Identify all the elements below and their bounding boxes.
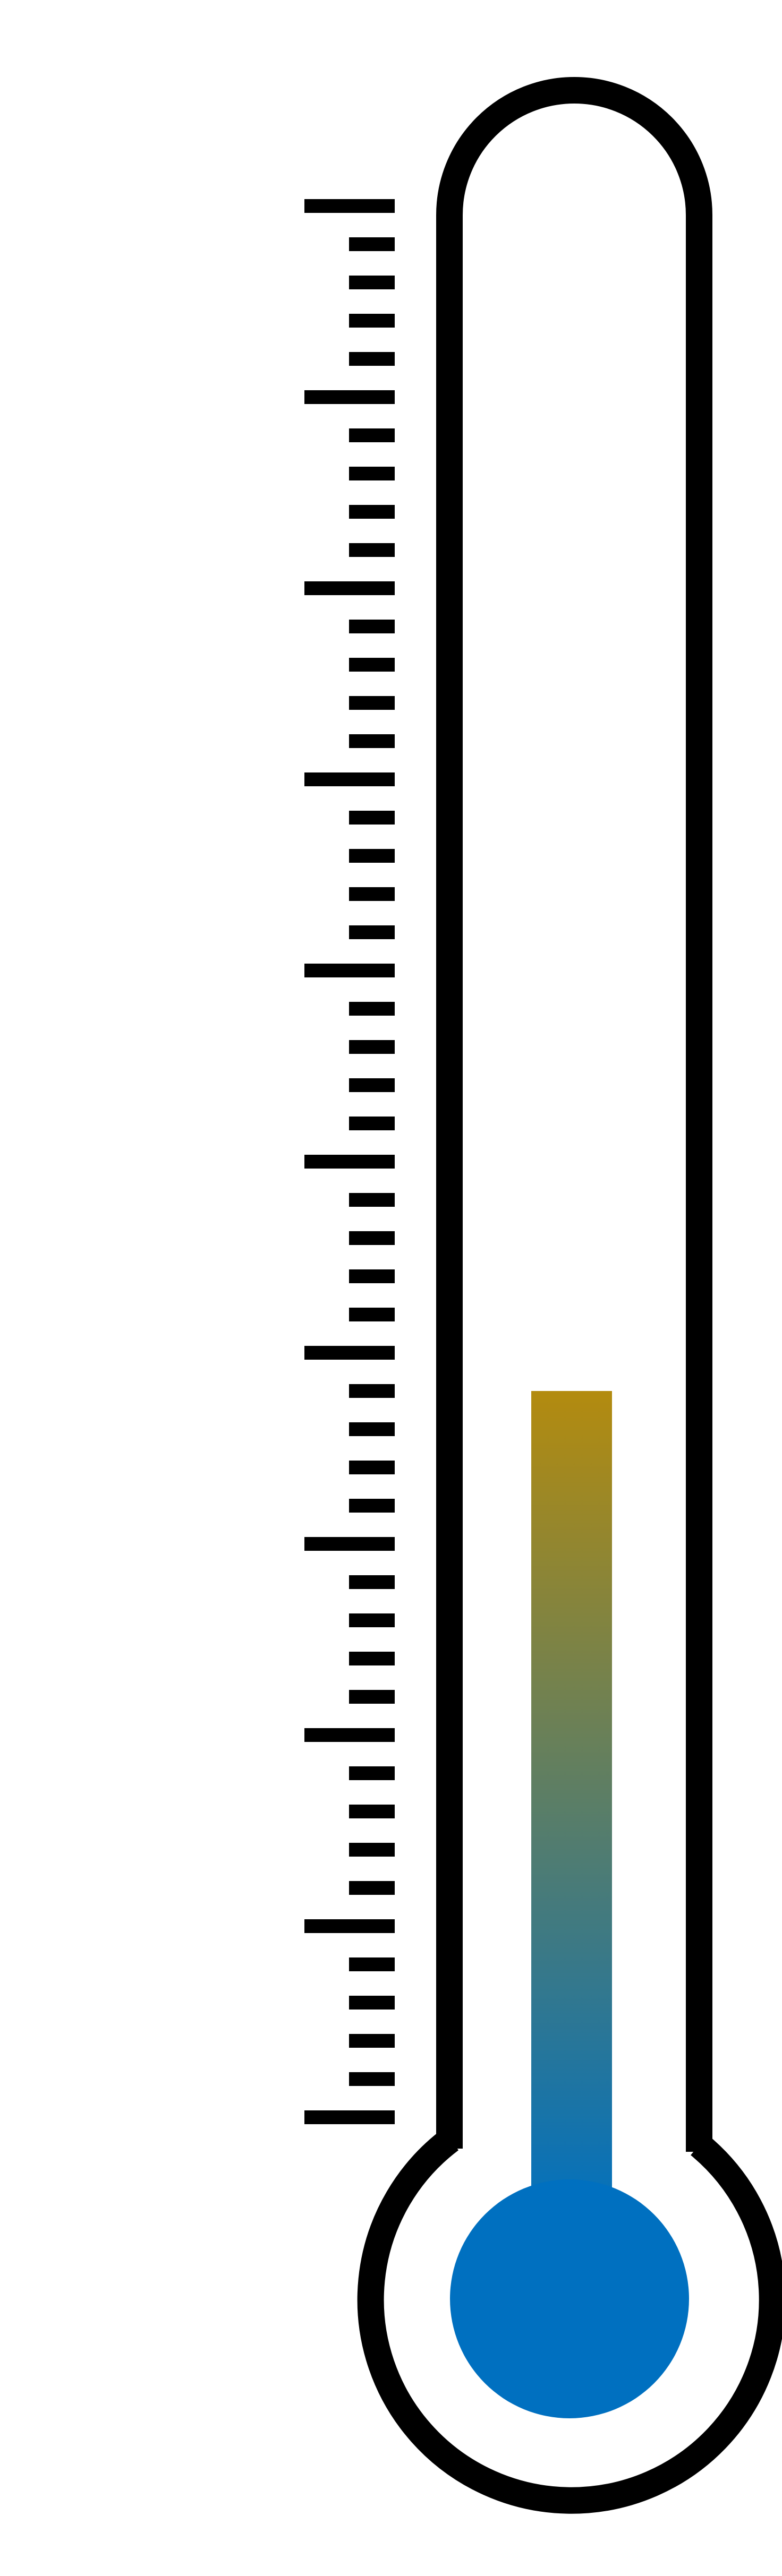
mercury-column xyxy=(531,1391,612,2225)
minor-tick xyxy=(349,849,395,863)
minor-tick xyxy=(349,467,395,480)
major-tick xyxy=(304,1155,395,1169)
minor-tick xyxy=(349,887,395,901)
major-tick xyxy=(304,1919,395,1933)
minor-tick xyxy=(349,2072,395,2086)
major-tick xyxy=(304,199,395,213)
minor-tick xyxy=(349,1957,395,1971)
mercury-bulb xyxy=(450,2179,689,2418)
tube-joint-left xyxy=(436,2116,463,2149)
minor-tick xyxy=(349,696,395,710)
minor-tick xyxy=(349,276,395,289)
minor-tick xyxy=(349,352,395,366)
minor-tick xyxy=(349,1078,395,1092)
major-tick xyxy=(304,2110,395,2124)
minor-tick xyxy=(349,543,395,557)
minor-tick xyxy=(349,428,395,442)
major-tick xyxy=(304,1728,395,1742)
major-tick xyxy=(304,1537,395,1551)
major-tick xyxy=(304,1346,395,1360)
minor-tick xyxy=(349,1269,395,1283)
minor-tick xyxy=(349,658,395,672)
minor-tick xyxy=(349,1231,395,1245)
minor-tick xyxy=(349,1193,395,1207)
minor-tick xyxy=(349,1652,395,1665)
minor-tick xyxy=(349,1996,395,2010)
major-tick xyxy=(304,581,395,595)
minor-tick xyxy=(349,734,395,748)
minor-tick xyxy=(349,1461,395,1474)
tube-outline xyxy=(436,77,712,2129)
major-tick xyxy=(304,390,395,404)
minor-tick xyxy=(349,1422,395,1436)
minor-tick xyxy=(349,314,395,328)
minor-tick xyxy=(349,2034,395,2048)
minor-tick xyxy=(349,1040,395,1054)
minor-tick xyxy=(349,1843,395,1857)
bulb-ring xyxy=(357,2129,782,2514)
minor-tick xyxy=(349,1499,395,1513)
minor-tick xyxy=(349,505,395,519)
minor-tick xyxy=(349,1308,395,1321)
major-tick xyxy=(304,964,395,977)
minor-tick xyxy=(349,1613,395,1627)
major-tick xyxy=(304,772,395,786)
minor-tick xyxy=(349,1766,395,1780)
scale-ticks xyxy=(304,199,395,2124)
minor-tick xyxy=(349,811,395,825)
minor-tick xyxy=(349,620,395,633)
tube-joint-right xyxy=(686,2121,712,2152)
minor-tick xyxy=(349,1690,395,1704)
minor-tick xyxy=(349,925,395,939)
minor-tick xyxy=(349,237,395,251)
minor-tick xyxy=(349,1002,395,1016)
minor-tick xyxy=(349,1575,395,1589)
minor-tick xyxy=(349,1805,395,1818)
minor-tick xyxy=(349,1117,395,1130)
minor-tick xyxy=(349,1384,395,1398)
minor-tick xyxy=(349,1881,395,1895)
